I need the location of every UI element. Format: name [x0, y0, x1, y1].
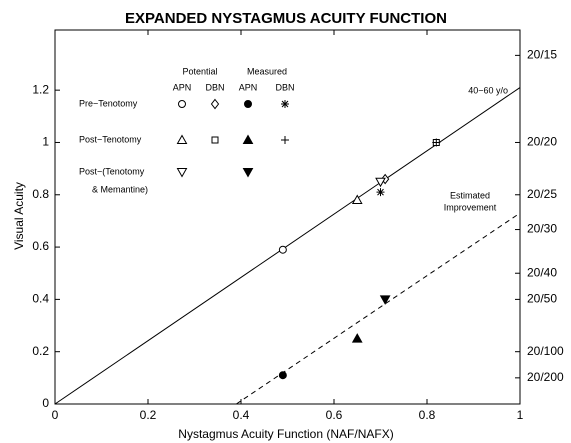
annotation: 40−60 y/o — [468, 85, 508, 95]
legend-row: Post−Tenotomy — [79, 134, 142, 144]
x-axis-label: Nystagmus Acuity Function (NAF/NAFX) — [178, 427, 393, 441]
data-point — [351, 333, 363, 343]
legend-group: Potential — [182, 66, 217, 76]
y2-tick-label: 20/20 — [527, 135, 557, 149]
y-tick-label: 0.6 — [32, 239, 49, 253]
y-tick-label: 0.4 — [32, 292, 49, 306]
legend-row: Pre−Tenotomy — [79, 98, 138, 108]
legend-row: & Memantine) — [92, 184, 148, 194]
y2-tick-label: 20/40 — [527, 265, 557, 279]
annotation: Estimated — [450, 190, 490, 200]
legend-marker — [242, 134, 254, 144]
x-tick-label: 0.6 — [326, 408, 343, 422]
legend-column: APN — [173, 82, 192, 92]
data-point — [375, 177, 386, 188]
y2-tick-label: 20/25 — [527, 187, 557, 201]
legend-marker — [243, 100, 253, 108]
data-point — [379, 295, 391, 305]
legend-row: Post−(Tenotomy — [79, 166, 145, 176]
x-tick-label: 0.2 — [140, 408, 157, 422]
legend-marker — [176, 168, 188, 178]
y-tick-label: 1 — [42, 135, 49, 149]
legend-marker — [281, 136, 289, 144]
legend-marker — [210, 98, 220, 110]
y2-tick-label: 20/200 — [527, 370, 564, 384]
y-tick-label: 0 — [42, 396, 49, 410]
legend-marker — [177, 100, 187, 108]
y-tick-label: 0.2 — [32, 344, 49, 358]
legend-column: APN — [239, 82, 258, 92]
x-tick-label: 1 — [517, 408, 524, 422]
legend-marker — [242, 168, 254, 178]
legend-marker — [211, 136, 219, 144]
legend-marker — [176, 134, 188, 144]
y-tick-label: 0.8 — [32, 187, 49, 201]
y2-tick-label: 20/30 — [527, 222, 557, 236]
data-point — [278, 371, 287, 380]
fit-line — [54, 87, 521, 405]
y2-tick-label: 20/100 — [527, 344, 564, 358]
x-tick-label: 0 — [52, 408, 59, 422]
x-tick-label: 0.4 — [233, 408, 250, 422]
legend-marker — [281, 100, 289, 108]
data-point — [381, 173, 390, 185]
y2-tick-label: 20/15 — [527, 48, 557, 62]
chart-title: EXPANDED NYSTAGMUS ACUITY FUNCTION — [125, 10, 447, 27]
data-point — [376, 188, 385, 197]
y-tick-label: 1.2 — [32, 82, 49, 96]
data-point — [432, 138, 441, 147]
legend-group: Measured — [247, 66, 287, 76]
y2-tick-label: 20/50 — [527, 292, 557, 306]
annotation: Improvement — [444, 202, 497, 212]
y-axis-label: Visual Acuity — [12, 182, 26, 250]
data-point — [278, 245, 287, 254]
plot-frame — [54, 29, 521, 405]
data-point — [351, 194, 363, 204]
legend-column: DBN — [205, 82, 224, 92]
legend-column: DBN — [275, 82, 294, 92]
x-tick-label: 0.8 — [419, 408, 436, 422]
